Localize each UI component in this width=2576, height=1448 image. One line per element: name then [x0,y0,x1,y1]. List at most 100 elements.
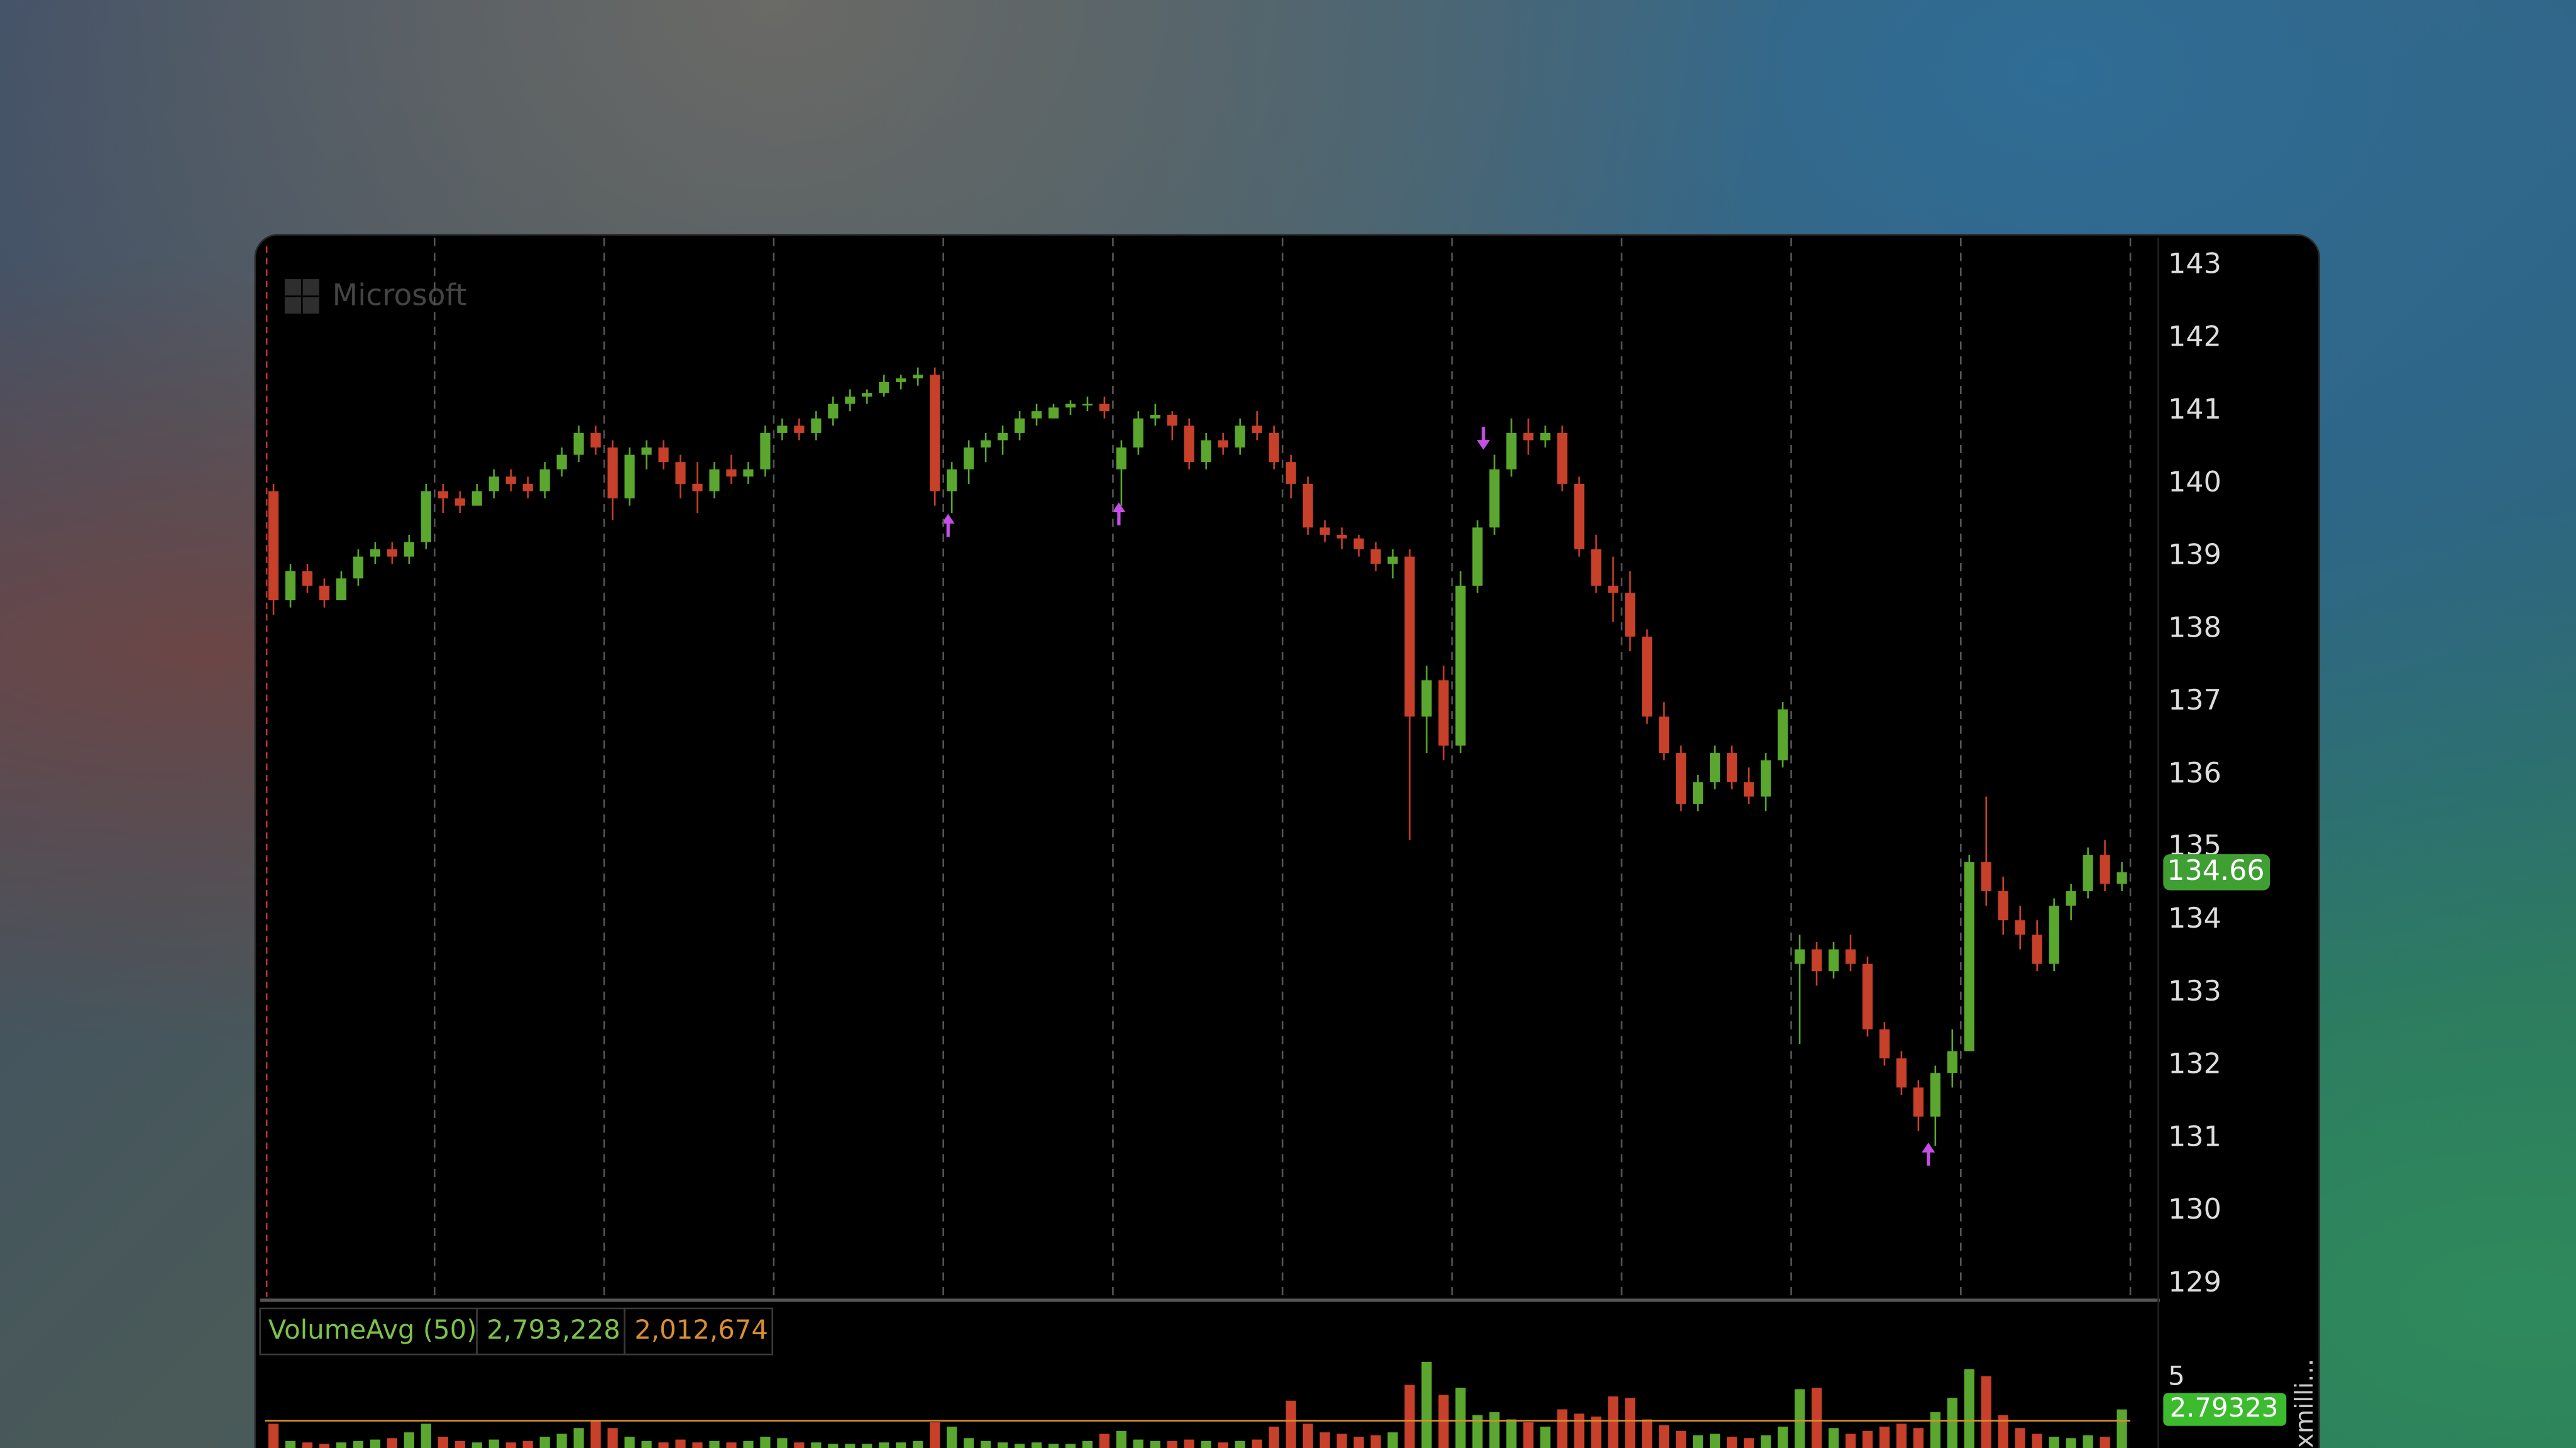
volume-average: 2,012,674 [634,1314,768,1345]
candle-body [2116,872,2127,884]
volume-bar [1828,1428,1839,1448]
y-tick-label: 137 [2168,684,2221,716]
candle-body [2032,935,2042,964]
volume-bar [556,1434,567,1448]
volume-bar [590,1420,601,1448]
volume-bar [2032,1434,2042,1448]
candle-body [692,483,703,491]
volume-title: VolumeAvg (50) [268,1314,477,1345]
volume-bar [675,1439,686,1448]
volume-bar [421,1423,431,1448]
volume-bar [471,1442,482,1448]
volume-bar [1048,1444,1059,1448]
volume-bar [2066,1438,2076,1448]
volume-bar [353,1440,364,1448]
volume-bar [1421,1361,1432,1448]
volume-bar [488,1439,499,1448]
volume-bar [2083,1435,2093,1448]
candle-body [471,491,482,506]
candle-body [930,375,940,491]
volume-bar [1896,1423,1907,1448]
volume-bar [981,1440,991,1448]
volume-bar [2049,1436,2059,1448]
candle-body [573,432,584,455]
volume-bar [1913,1428,1924,1448]
candle-body [1269,432,1279,463]
volume-bar [1794,1389,1805,1448]
candle-body [1557,432,1568,484]
volume-bar [1014,1444,1025,1448]
y-tick-label: 5 [2168,1361,2185,1391]
volume-bar [1285,1400,1296,1448]
candle-body [1455,585,1466,746]
candle-body [1777,709,1788,760]
volume-bar [641,1440,652,1448]
volume-bar [1947,1398,1957,1448]
volume-bar [947,1426,957,1448]
y-tick-label: 143 [2168,248,2221,280]
volume-bar [370,1439,381,1448]
candle-body [1404,556,1415,717]
volume-bar [1472,1415,1483,1448]
candle-body [726,469,737,477]
candle-body [1845,949,1856,964]
volume-bar [1184,1439,1194,1448]
volume-bar [505,1442,516,1448]
candle-body [1472,527,1483,586]
candle-body [1879,1029,1890,1059]
candle-body [1947,1051,1957,1073]
candle-body [1540,432,1551,441]
candle-body [964,447,974,469]
arrow-up [1112,502,1126,525]
candle-body [624,454,635,499]
candle-body [353,556,364,579]
candle-body [1167,414,1177,426]
candle-body [1727,753,1737,782]
candle-body [421,491,431,542]
candle-body [862,393,872,397]
candle-body [454,498,465,506]
volume-bar [1404,1385,1415,1448]
candle-body [2100,855,2110,884]
volume-bar [1625,1398,1636,1448]
arrow-down [1477,427,1490,450]
volume-bar [1879,1426,1890,1448]
volume-bar [726,1442,737,1448]
y-tick-label: 131 [2168,1121,2221,1153]
volume-bar [1964,1369,1974,1448]
candle-body [1421,680,1432,717]
y-tick-label: 136 [2168,757,2221,789]
volume-bar [964,1438,974,1448]
candle-body [1811,949,1822,972]
volume-bar [1269,1426,1279,1448]
volume-bar [1116,1430,1127,1448]
candle-body [1794,949,1805,964]
candle-body [1184,425,1194,463]
price-tag-label: 134.66 [2167,855,2264,887]
volume-bar [1319,1432,1330,1448]
volume-bar [1302,1423,1313,1448]
volume-bar [1727,1436,1737,1448]
candle-body [404,542,414,557]
volume-bar [387,1438,397,1448]
candle-body [1659,716,1670,754]
y-tick-label: 134 [2168,902,2221,935]
volume-bar [1489,1412,1500,1448]
volume-bar [1370,1435,1381,1448]
candle-body [913,375,923,379]
volume-bar [438,1436,448,1448]
candle-body [658,447,669,463]
volume-bar [319,1444,330,1448]
volume-bar [1167,1440,1177,1448]
volume-bar [1336,1434,1347,1448]
candle-body [896,378,906,382]
candle-body [1082,403,1093,406]
y-tick-label: 139 [2168,539,2221,571]
candle-body [1913,1087,1924,1117]
volume-bar [1777,1426,1788,1448]
volume-bar [2100,1436,2110,1448]
candle-body [1438,680,1449,746]
volume-bar [1218,1442,1228,1448]
candle-body [1930,1073,1940,1117]
volume-bar [1608,1396,1619,1448]
